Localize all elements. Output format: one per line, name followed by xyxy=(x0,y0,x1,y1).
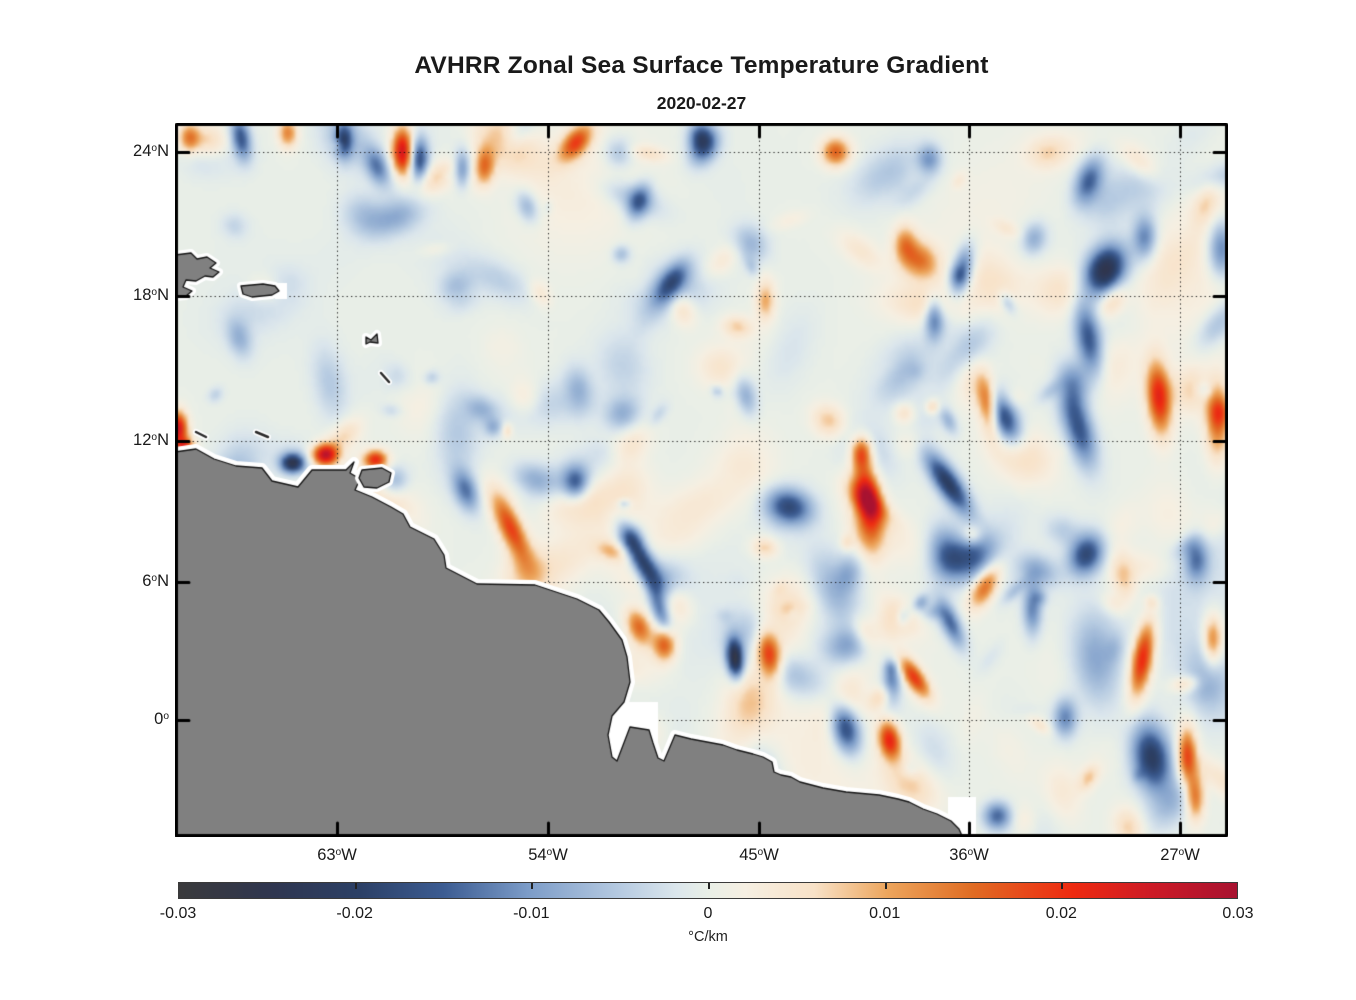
chart-date: 2020-02-27 xyxy=(656,93,747,113)
x-axis-tick-label: 45oW xyxy=(739,846,779,864)
degree-superscript: o xyxy=(335,847,342,859)
degree-superscript: o xyxy=(546,847,553,859)
colorbar-tick-label: -0.01 xyxy=(513,905,550,922)
colorbar-tick-label: -0.03 xyxy=(159,905,197,922)
y-axis-tick-label: 18oN xyxy=(133,286,169,305)
y-axis-tick-label: 12oN xyxy=(133,431,169,450)
colorbar-tick xyxy=(1061,883,1064,889)
colorbar-tick-label: 0.02 xyxy=(1045,905,1077,922)
colorbar-tick-label: 0 xyxy=(703,905,713,922)
degree-superscript: o xyxy=(1178,847,1185,859)
x-axis-tick-label: 36oW xyxy=(949,846,989,864)
colorbar-tick-label: 0.03 xyxy=(1222,905,1254,922)
x-axis-tick-label: 63oW xyxy=(317,846,357,864)
degree-superscript: o xyxy=(967,847,974,859)
colorbar-tick-label: 0.01 xyxy=(869,905,901,922)
y-axis-tick-label: 6oN xyxy=(142,572,169,591)
x-axis-tick-label: 27oW xyxy=(1160,846,1200,864)
y-axis-tick-label: 24oN xyxy=(133,142,169,161)
chart-title: AVHRR Zonal Sea Surface Temperature Grad… xyxy=(414,52,989,79)
y-axis-tick-label: 0o xyxy=(154,710,169,729)
map-canvas xyxy=(175,123,1228,837)
colorbar xyxy=(178,882,1238,899)
degree-superscript: o xyxy=(151,143,158,155)
degree-superscript: o xyxy=(151,573,158,585)
colorbar-tick-label: -0.02 xyxy=(336,905,373,922)
colorbar-tick xyxy=(708,883,710,889)
colorbar-tick xyxy=(354,883,357,889)
colorbar-unit-label: °C/km xyxy=(688,929,728,945)
degree-superscript: o xyxy=(151,432,158,444)
colorbar-tick xyxy=(531,883,534,889)
degree-superscript: o xyxy=(757,847,764,859)
degree-superscript: o xyxy=(163,711,169,723)
x-axis-tick-label: 54oW xyxy=(528,846,568,864)
degree-superscript: o xyxy=(151,287,158,299)
colorbar-tick xyxy=(884,883,887,889)
